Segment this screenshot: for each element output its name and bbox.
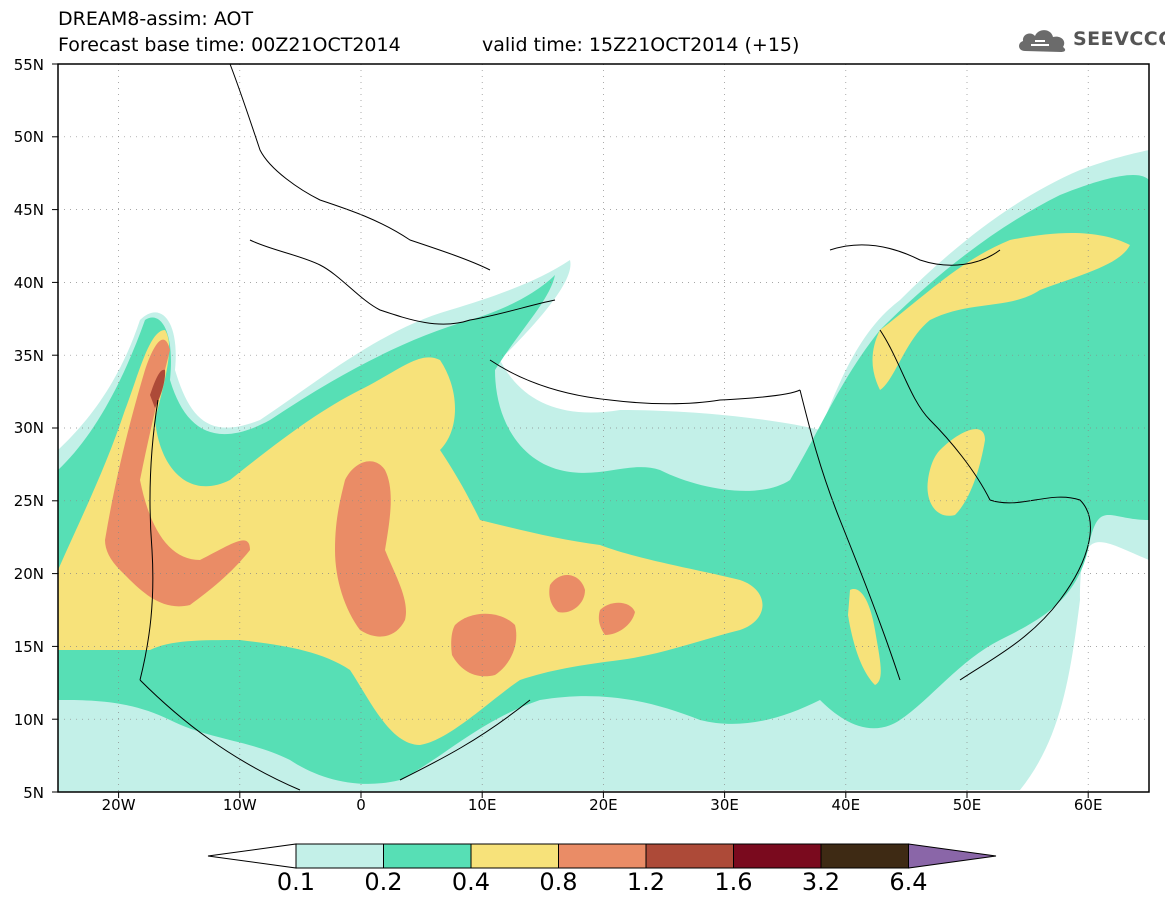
- colorbar-label: 0.8: [539, 868, 578, 896]
- lat-label: 25N: [13, 492, 44, 510]
- colorbar-bin-5: [645, 843, 734, 869]
- lon-label: 20W: [101, 796, 136, 814]
- lon-label: 60E: [1073, 796, 1103, 814]
- aot-level-1.2: [150, 369, 166, 408]
- lat-label: 50N: [13, 128, 44, 146]
- lon-label: 30E: [710, 796, 739, 814]
- lat-label: 45N: [13, 201, 44, 219]
- colorbar-label: 0.2: [364, 868, 403, 896]
- lon-label: 20E: [589, 796, 618, 814]
- colorbar-bin-1: [295, 843, 384, 869]
- colorbar-label: 3.2: [801, 868, 841, 896]
- logo-text: SEEVCCC: [1073, 28, 1165, 50]
- colorbar-label: 0.1: [276, 868, 316, 896]
- lon-label: 10E: [467, 796, 497, 814]
- aot-level-0.4: [58, 233, 1130, 745]
- colorbar-bin-6: [733, 843, 822, 869]
- lat-label: 10N: [13, 711, 44, 729]
- lat-label: 20N: [13, 565, 44, 583]
- valid-time: valid time: 15Z21OCT2014 (+15): [482, 34, 800, 56]
- colorbar: [207, 843, 997, 869]
- axis-ticks: [52, 63, 1089, 798]
- lat-label: 35N: [13, 347, 44, 365]
- colorbar-bin-4: [558, 843, 647, 869]
- aot-level-0.8: [105, 339, 635, 677]
- colorbar-bin-3: [470, 843, 559, 869]
- map-title: DREAM8-assim: AOT: [58, 8, 254, 30]
- lat-label: 40N: [13, 274, 44, 292]
- lat-label: 55N: [13, 56, 44, 74]
- colorbar-bin-7: [820, 843, 909, 869]
- lon-label: 40E: [831, 796, 861, 814]
- graticule: [58, 64, 1149, 792]
- colorbar-label: 1.2: [626, 868, 666, 896]
- cloud-icon: [1019, 30, 1066, 52]
- lat-label: 15N: [13, 638, 44, 656]
- forecast-base-time: Forecast base time: 00Z21OCT2014: [58, 34, 401, 56]
- colorbar-label: 6.4: [889, 868, 928, 896]
- colorbar-under-arrow: [207, 843, 297, 869]
- colorbar-label: 0.4: [451, 868, 491, 896]
- lat-label: 30N: [13, 419, 44, 437]
- lon-label: 50E: [952, 796, 982, 814]
- colorbar-label: 1.6: [714, 868, 753, 896]
- lon-label: 0: [356, 796, 366, 814]
- seevccc-logo: SEEVCCC: [1015, 25, 1165, 55]
- coastlines: [139, 64, 1091, 791]
- lon-label: 10W: [222, 796, 257, 814]
- lat-label: 5N: [23, 784, 44, 802]
- colorbar-bin-2: [383, 843, 472, 869]
- colorbar-over-arrow: [908, 843, 997, 869]
